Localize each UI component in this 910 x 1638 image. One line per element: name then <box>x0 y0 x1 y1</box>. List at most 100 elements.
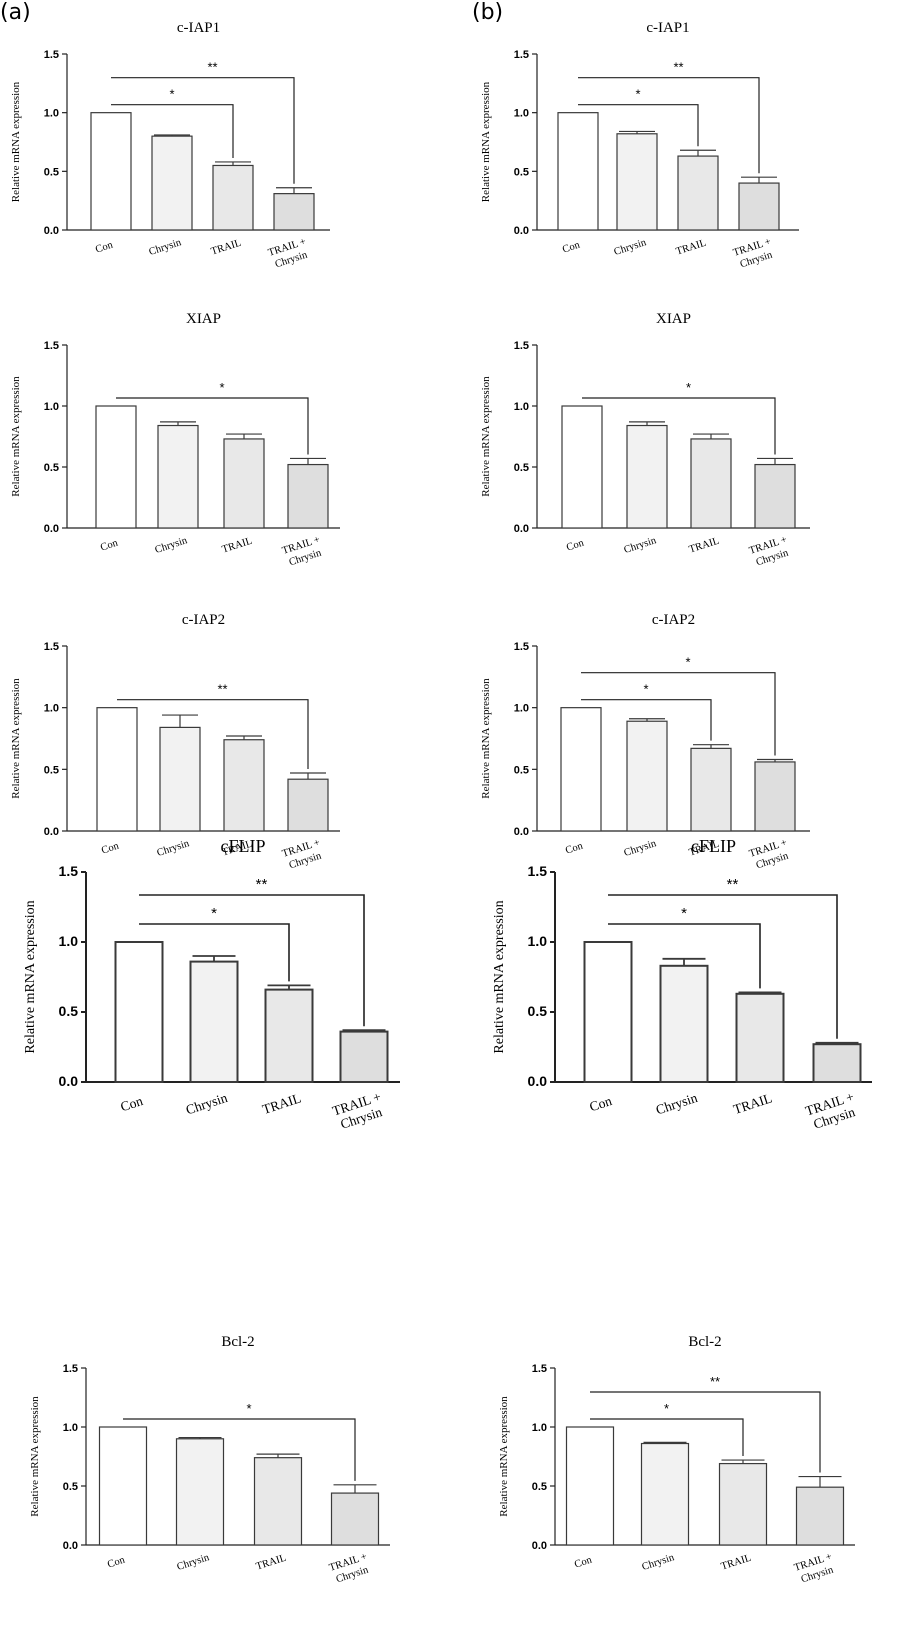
category-label: TRAIL <box>210 238 243 258</box>
y-tick-label: 1.5 <box>514 641 529 653</box>
significance-bracket <box>139 923 290 982</box>
chart-9: Bcl-2 Relative mRNA expression 0.0 0.5 1.0 1.… <box>498 1334 855 1585</box>
significance-bracket <box>590 1418 744 1457</box>
category-label: Chrysin <box>613 237 649 258</box>
y-tick-label: 0.5 <box>44 764 59 776</box>
y-axis-label: Relative mRNA expression <box>10 376 22 497</box>
chart-title: XIAP <box>186 311 221 327</box>
significance-label: * <box>685 655 690 670</box>
bar <box>287 778 329 832</box>
category-label: TRAIL +Chrysin <box>732 236 777 271</box>
bar <box>690 438 732 529</box>
category-label: Chrysin <box>176 1552 212 1573</box>
bar <box>690 747 732 832</box>
significance-bracket <box>578 104 699 147</box>
y-tick-label: 1.0 <box>532 1422 547 1434</box>
significance-bracket <box>608 923 761 989</box>
significance-label: * <box>643 682 648 697</box>
bar <box>754 463 796 529</box>
bar <box>565 1426 615 1546</box>
bar <box>159 726 201 832</box>
y-tick-label: 1.5 <box>514 340 529 352</box>
chart-3: XIAP Relative mRNA expression 0.0 0.5 1.0 1.5… <box>480 311 810 568</box>
category-label: Con <box>100 840 121 856</box>
y-tick-label: 0.0 <box>59 1073 79 1089</box>
significance-bracket <box>117 699 309 770</box>
category-label: TRAIL +Chrysin <box>281 837 326 872</box>
category-label: Chrysin <box>654 1090 700 1118</box>
category-label: Con <box>106 1554 127 1570</box>
y-tick-label: 0.0 <box>514 826 529 838</box>
significance-label: * <box>686 380 691 395</box>
significance-label: ** <box>673 60 683 75</box>
chart-title: c-IAP2 <box>182 612 225 628</box>
chart-8: Bcl-2 Relative mRNA expression 0.0 0.5 1.0 1.… <box>29 1334 390 1585</box>
y-tick-label: 0.5 <box>528 1003 548 1019</box>
category-label: Chrysin <box>641 1552 677 1573</box>
bar <box>561 405 603 529</box>
significance-bracket <box>123 1418 356 1481</box>
y-tick-label: 0.5 <box>514 462 529 474</box>
y-tick-label: 1.5 <box>528 863 548 879</box>
y-axis-label: Relative mRNA expression <box>492 900 507 1053</box>
category-label: TRAIL +Chrysin <box>267 236 312 271</box>
chart-title: XIAP <box>656 311 691 327</box>
bar <box>212 164 254 231</box>
significance-label: * <box>681 905 687 922</box>
y-tick-label: 1.5 <box>532 1363 547 1375</box>
category-label: Con <box>94 239 115 255</box>
panel-label-b: (b) <box>472 0 504 25</box>
category-label: TRAIL <box>675 238 708 258</box>
chart-title: cFLIP <box>221 836 266 856</box>
y-tick-label: 1.5 <box>63 1363 78 1375</box>
category-label: Chrysin <box>184 1090 230 1118</box>
bar <box>640 1442 690 1546</box>
significance-label: ** <box>710 1374 720 1389</box>
bar <box>95 405 137 529</box>
y-tick-label: 0.0 <box>44 523 59 535</box>
y-tick-label: 0.5 <box>514 166 529 178</box>
significance-label: * <box>246 1401 251 1416</box>
bar <box>114 941 164 1083</box>
bar <box>96 707 138 832</box>
category-label: Con <box>573 1554 594 1570</box>
chart-title: c-IAP1 <box>646 20 689 36</box>
bar <box>626 424 668 529</box>
significance-bracket <box>116 397 309 455</box>
y-tick-label: 1.0 <box>44 108 59 120</box>
y-tick-label: 1.0 <box>59 933 79 949</box>
category-label: Chrysin <box>623 838 659 859</box>
category-label: TRAIL <box>688 536 721 556</box>
significance-bracket <box>578 77 760 174</box>
chart-title: Bcl-2 <box>221 1334 254 1350</box>
category-label: Chrysin <box>154 535 190 556</box>
significance-bracket <box>590 1391 821 1473</box>
bar <box>677 155 719 231</box>
bar <box>718 1462 768 1546</box>
chart-1: c-IAP1 Relative mRNA expression 0.0 0.5 1.0 1… <box>480 20 799 271</box>
panel-label-a: (a) <box>0 0 31 25</box>
bar <box>157 424 199 529</box>
category-label: Con <box>99 537 120 553</box>
y-tick-label: 0.5 <box>44 462 59 474</box>
y-axis-label: Relative mRNA expression <box>480 678 492 799</box>
y-tick-label: 0.0 <box>514 225 529 237</box>
y-tick-label: 1.0 <box>63 1422 78 1434</box>
significance-bracket <box>111 104 234 158</box>
bar <box>264 988 314 1083</box>
y-tick-label: 1.5 <box>44 49 59 61</box>
significance-label: * <box>664 1401 669 1416</box>
category-label: Con <box>561 239 582 255</box>
category-label: TRAIL <box>731 1090 773 1117</box>
bar <box>812 1043 862 1083</box>
bar <box>557 112 599 231</box>
y-axis-label: Relative mRNA expression <box>498 1396 510 1517</box>
bar <box>583 941 633 1083</box>
y-tick-label: 1.0 <box>514 401 529 413</box>
category-label: Chrysin <box>148 237 184 258</box>
y-tick-label: 1.0 <box>514 108 529 120</box>
y-tick-label: 0.5 <box>514 764 529 776</box>
chart-6: cFLIP Relative mRNA expression 0.0 0.5 1.0 1.… <box>23 836 400 1132</box>
significance-label: * <box>635 87 640 102</box>
y-tick-label: 1.0 <box>528 933 548 949</box>
